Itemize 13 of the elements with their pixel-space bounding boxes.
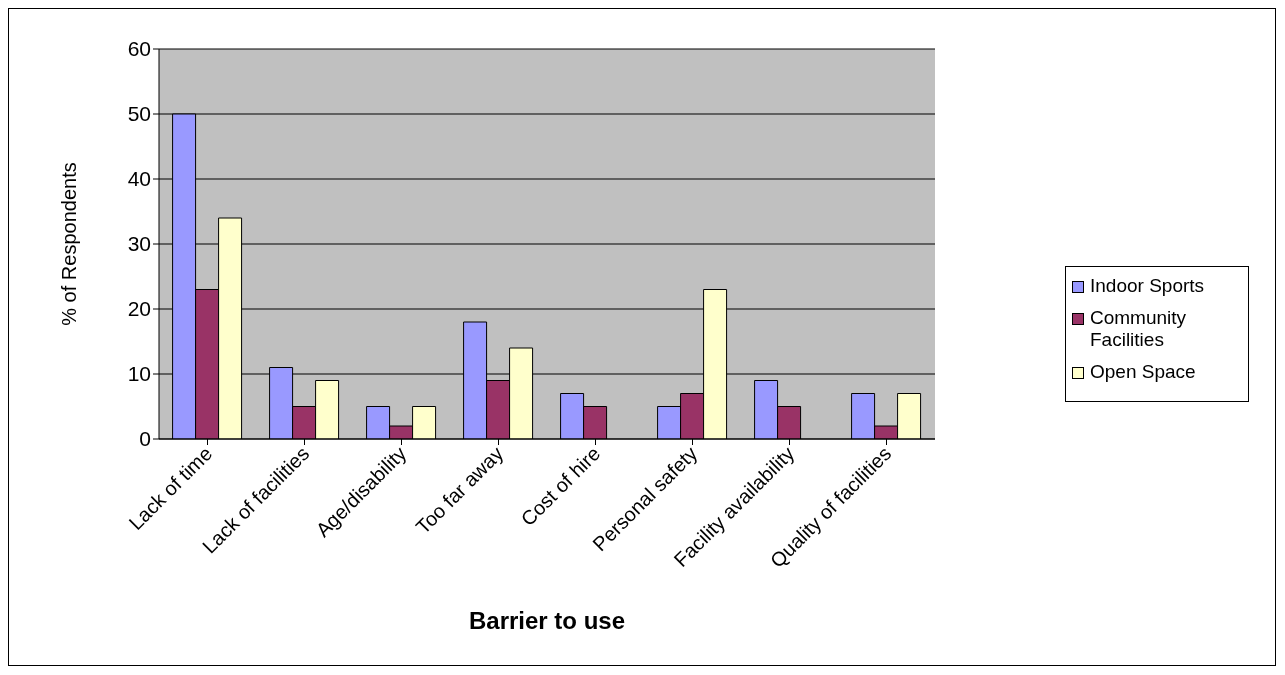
legend-label: Community Facilities	[1090, 307, 1188, 351]
y-tick-label: 20	[127, 297, 151, 321]
x-tick-label: Cost of hire	[516, 442, 605, 531]
y-tick-label: 30	[127, 232, 151, 256]
y-axis-title: % of Respondents	[58, 162, 81, 326]
y-tick-label: 40	[127, 167, 151, 191]
y-tick-label: 60	[127, 37, 151, 61]
y-tick-label: 10	[127, 362, 151, 386]
legend-label: Indoor Sports	[1090, 275, 1205, 297]
y-tick-label: 50	[127, 102, 151, 126]
legend-label: Open Space	[1090, 361, 1196, 383]
x-axis-title: Barrier to use	[468, 607, 626, 634]
y-tick-label: 0	[139, 427, 151, 451]
